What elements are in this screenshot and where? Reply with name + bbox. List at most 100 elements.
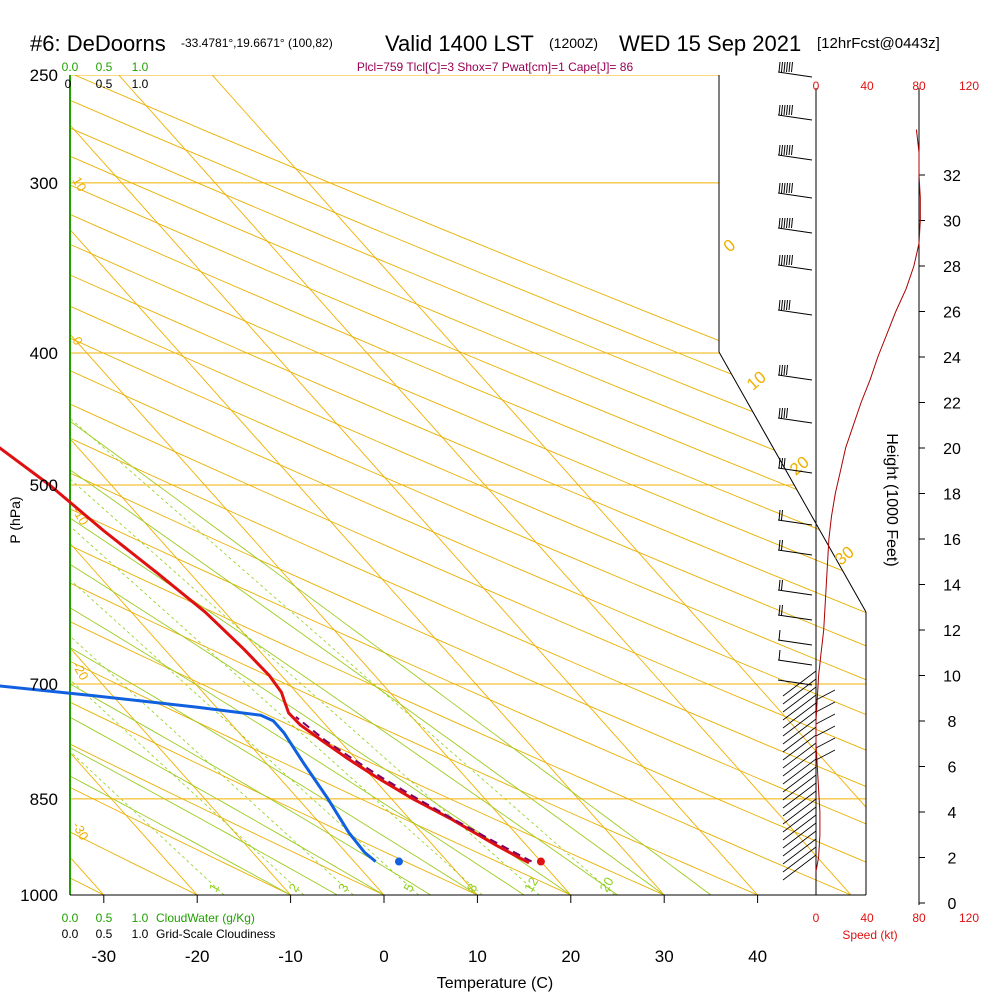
- pressure-tick-label: 250: [30, 66, 58, 85]
- wind-barb: [782, 710, 817, 737]
- wind-barb: [782, 854, 817, 881]
- wind-barb-flag: [778, 604, 781, 616]
- height-tick-label: 28: [943, 259, 961, 276]
- wind-barb-flag: [783, 407, 786, 419]
- wind-barb-flag: [778, 104, 781, 116]
- isotherm-line: [93, 75, 866, 895]
- temperature-tick-label: 10: [468, 947, 487, 966]
- temperature-axis-label: Temperature (C): [437, 975, 553, 992]
- wind-barb-flag: [786, 182, 788, 194]
- wind-barb-flag: [786, 144, 788, 156]
- wind-barb: [777, 264, 813, 271]
- cloud-water-tick-top: 0.5: [96, 60, 113, 74]
- wind-barb-flag: [788, 182, 791, 194]
- wind-barb-flag: [791, 254, 793, 266]
- height-tick-label: 32: [943, 168, 961, 185]
- wind-barb-flag: [791, 144, 793, 156]
- wind-barb-flag: [783, 457, 786, 469]
- wind-barb: [782, 766, 817, 793]
- wind-barb-flag: [778, 299, 781, 311]
- temperature-tick-label: 40: [748, 947, 767, 966]
- station-title: #6: DeDoorns: [30, 31, 166, 56]
- wind-barb-flag: [783, 182, 786, 194]
- wind-barb-flag: [781, 217, 783, 229]
- wind-barb: [782, 686, 817, 713]
- temperature-tick-label: -20: [185, 947, 210, 966]
- cloudiness-tick-top: 0.5: [96, 77, 113, 91]
- wind-barb-flag: [778, 649, 781, 661]
- cloudiness-tick-bottom: 1.0: [132, 927, 149, 941]
- wind-barb: [777, 589, 813, 596]
- dry-adiabat-line: [70, 75, 866, 895]
- diagram-background-lines: [70, 75, 866, 895]
- wind-barb-flag: [778, 629, 781, 641]
- dry-adiabat-line: [70, 75, 866, 895]
- wind-barb-flag: [788, 144, 791, 156]
- height-tick-label: 0: [948, 896, 957, 913]
- dry-adiabat-line: [70, 75, 825, 895]
- wind-barb: [777, 192, 813, 199]
- wind-barb: [777, 154, 813, 161]
- isotherm-line: [70, 75, 291, 895]
- wind-barb: [777, 227, 813, 234]
- valid-time: Valid 1400 LST: [385, 31, 534, 56]
- cloud-water-label: CloudWater (g/Kg): [156, 911, 255, 925]
- wind-barb-flag: [786, 364, 788, 376]
- dewpoint-line: [0, 684, 377, 863]
- cloudiness-tick-bottom: 0.0: [62, 927, 79, 941]
- wind-barb: [782, 798, 817, 825]
- wind-barb-flag: [786, 407, 788, 419]
- mixing-ratio-lines: [70, 352, 616, 895]
- moist-adiabat-line: [70, 75, 525, 895]
- height-tick-label: 4: [948, 805, 957, 822]
- wind-barb: [782, 846, 817, 873]
- height-tick-label: 6: [948, 760, 957, 777]
- mixing-ratio-line: [70, 352, 354, 895]
- wind-barb-flag: [781, 182, 783, 194]
- cloud-water-tick-top: 1.0: [132, 60, 149, 74]
- pressure-tick-label: 300: [30, 174, 58, 193]
- wind-barb: [782, 790, 817, 817]
- wind-barb: [815, 701, 836, 713]
- wind-barb-flag: [783, 104, 786, 116]
- pressure-tick-label: 700: [30, 675, 58, 694]
- height-tick-label: 8: [948, 714, 957, 731]
- temperature-axis: -30 -20 -10 0 10 20 30 40: [70, 894, 866, 966]
- surface-temperature-point: [536, 857, 545, 866]
- wind-barb: [777, 374, 813, 381]
- wind-speed-tick-top: 80: [912, 79, 926, 93]
- forecast-run: [12hrFcst@0443z]: [817, 35, 940, 52]
- wind-barb: [777, 639, 813, 646]
- wind-speed-tick-bottom: 80: [912, 911, 926, 925]
- temperature-tick-label: 20: [561, 947, 580, 966]
- wind-barb-flag: [781, 509, 783, 521]
- wind-barb: [782, 758, 817, 785]
- moist-adiabat-line: [70, 75, 665, 895]
- isotherm-line: [70, 75, 758, 895]
- height-tick-label: 12: [943, 623, 961, 640]
- wind-barb-flag: [778, 364, 781, 376]
- dry-adiabat-line: [70, 75, 866, 895]
- wind-barb-flag: [778, 509, 781, 521]
- cloudiness-tick-bottom: 0.5: [96, 927, 113, 941]
- wind-barb: [777, 114, 813, 121]
- wind-speed-tick-bottom: 0: [813, 911, 820, 925]
- wind-barb: [782, 742, 817, 769]
- wind-barb: [782, 726, 817, 753]
- wind-barb-flag: [791, 61, 793, 73]
- temperature-tick-label: -30: [92, 947, 117, 966]
- wind-barb-flag: [783, 254, 786, 266]
- wind-barb: [777, 467, 813, 474]
- mixing-ratio-line: [70, 352, 225, 895]
- wind-speed-tick-top: 0: [813, 79, 820, 93]
- wind-barb-flag: [778, 539, 781, 551]
- dry-adiabat-line: [70, 75, 636, 895]
- wind-barb: [777, 309, 813, 316]
- cloud-water-tick-bottom: 0.0: [62, 911, 79, 925]
- temperature-tick-label: -10: [278, 947, 303, 966]
- dry-adiabat-line: [70, 75, 866, 895]
